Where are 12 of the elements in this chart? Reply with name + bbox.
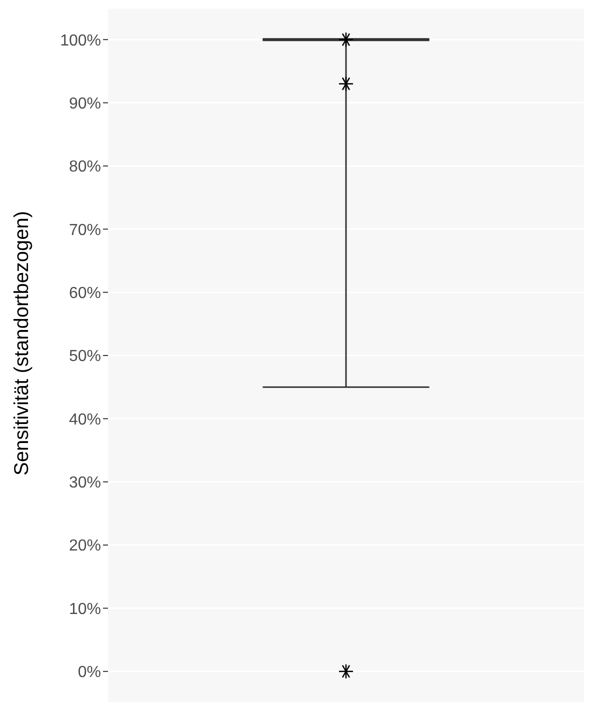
y-tick-label: 10% xyxy=(68,600,101,618)
y-tick-label: 80% xyxy=(68,158,101,176)
y-axis-title: Sensitivität (standortbezogen) xyxy=(11,210,34,476)
y-tick-label: 40% xyxy=(68,411,101,428)
y-tick-label: 100% xyxy=(60,32,101,50)
y-tick-label: 90% xyxy=(68,95,101,112)
y-tick-label: 20% xyxy=(68,538,101,555)
y-tick-label: 30% xyxy=(68,474,101,492)
y-tick-label: 50% xyxy=(68,348,101,366)
y-tick-label: 60% xyxy=(68,285,101,302)
y-tick-label: 70% xyxy=(68,222,101,239)
y-tick-label: 0% xyxy=(78,664,101,682)
